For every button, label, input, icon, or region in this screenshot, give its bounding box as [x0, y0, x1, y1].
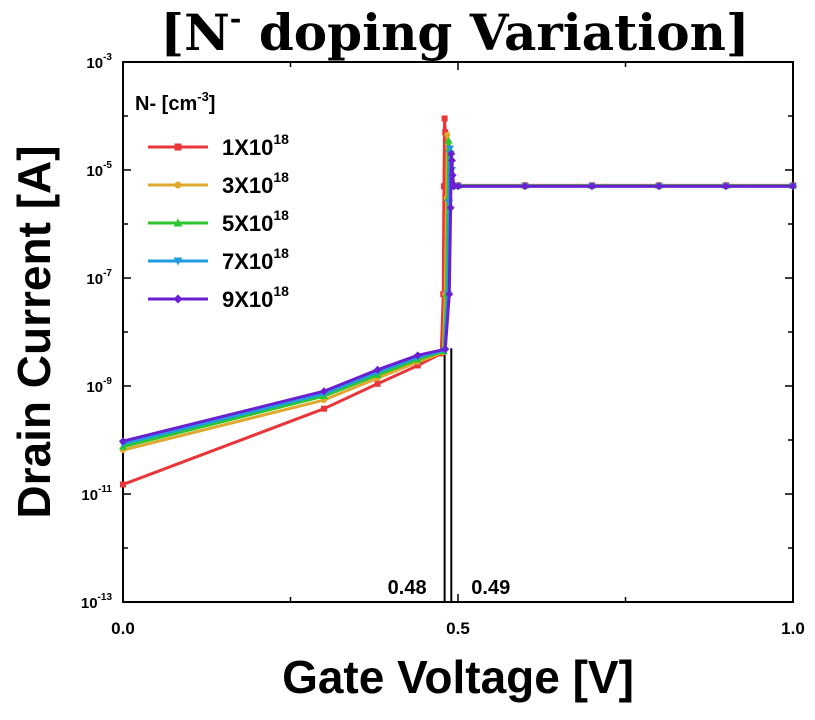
data-point [442, 129, 449, 136]
data-point [445, 145, 454, 153]
data-point [722, 182, 730, 191]
data-point [119, 437, 127, 446]
y-tick-label: 10-9 [86, 376, 112, 396]
data-point [446, 203, 455, 212]
annotations: 0.48 0.49 [388, 577, 511, 599]
data-point [373, 365, 382, 374]
x-tick-labels: 0.0 0.5 1.0 [111, 619, 805, 638]
legend-item: 1X1018 [148, 131, 289, 160]
chart-title-main: [N [160, 3, 229, 62]
y-tick-label: 10-7 [86, 268, 112, 288]
x-tick-label: 0.5 [446, 619, 470, 638]
data-point [447, 156, 456, 165]
data-point [174, 181, 182, 189]
y-tick-label: 10-5 [86, 160, 112, 180]
data-point [440, 183, 447, 190]
series-group [119, 149, 797, 446]
data-point [789, 182, 797, 191]
legend-title-sup: -3 [197, 89, 209, 104]
data-point [441, 345, 450, 354]
x-tick-label: 1.0 [781, 619, 805, 638]
data-point [321, 405, 327, 412]
legend-item: 7X1018 [148, 245, 289, 274]
data-point [120, 481, 126, 488]
y-tick-label: 10-11 [81, 484, 112, 504]
x-axis-label: Gate Voltage [V] [282, 651, 634, 703]
series-layer [119, 115, 797, 488]
legend-title-end: ] [209, 93, 216, 115]
y-tick-label: 10-13 [81, 592, 113, 612]
legend-title: N- [cm-3] [135, 89, 215, 115]
chart-title-sup: - [230, 2, 242, 35]
y-tick-label: 10-3 [86, 52, 112, 72]
data-point [448, 171, 457, 180]
data-point [444, 131, 451, 138]
data-point [588, 182, 596, 191]
legend-label: 9X1018 [222, 283, 289, 312]
chart-title-rest: doping Variation] [241, 3, 749, 62]
y-axis-label: Drain Current [A] [8, 145, 60, 518]
threshold-lines [443, 348, 453, 602]
vth-annotation: 0.48 [388, 577, 427, 599]
vth-annotation: 0.49 [471, 577, 510, 599]
legend-item: 9X1018 [148, 283, 289, 312]
legend-label: 7X1018 [222, 245, 289, 274]
data-point [449, 182, 458, 191]
data-point [454, 182, 462, 191]
data-point [414, 362, 421, 369]
data-point [173, 218, 183, 227]
data-point [174, 143, 182, 151]
x-tick-label: 0.0 [111, 619, 135, 638]
legend-label: 5X1018 [222, 207, 289, 236]
axis-ticks [122, 61, 794, 603]
legend: N- [cm-3] 1X1018 3X1018 5X1018 7X1018 9X1018 [135, 89, 289, 312]
data-point [413, 351, 422, 360]
data-point [447, 149, 456, 158]
series-group [119, 145, 797, 448]
data-point [521, 182, 529, 191]
data-point [445, 290, 454, 299]
legend-title-main: N- [cm [135, 93, 197, 115]
legend-item: 5X1018 [148, 207, 289, 236]
legend-item: 3X1018 [148, 169, 289, 198]
data-point [173, 257, 183, 266]
legend-label: 1X1018 [222, 131, 289, 160]
legend-label: 3X1018 [222, 169, 289, 198]
data-point [173, 294, 183, 304]
y-tick-labels: 10-13 10-11 10-9 10-7 10-5 10-3 [81, 52, 113, 612]
chart-title: [N- doping Variation] [160, 2, 749, 62]
data-point [441, 115, 448, 122]
data-point [655, 182, 663, 191]
data-point [444, 136, 453, 144]
data-point [320, 387, 328, 396]
data-point [374, 380, 381, 387]
